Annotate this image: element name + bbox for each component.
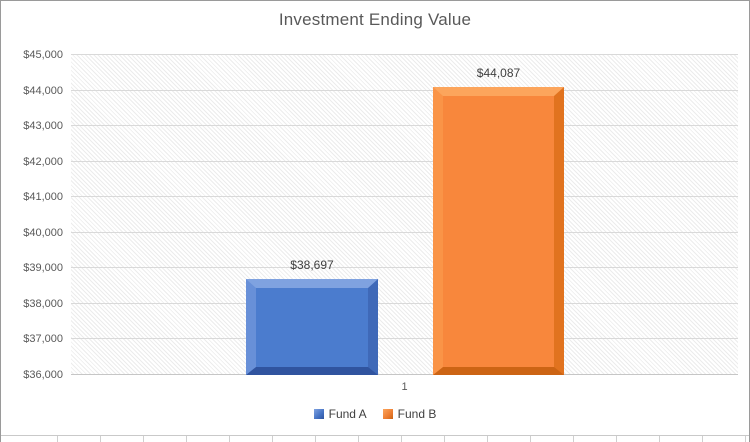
legend-item-fund-b: Fund B: [382, 407, 437, 421]
x-axis-line: [71, 374, 738, 375]
gridline: [71, 125, 738, 127]
y-axis-tick-label: $43,000: [23, 120, 63, 133]
y-axis-tick-label: $38,000: [23, 297, 63, 310]
gridline: [71, 160, 738, 162]
chart-title: Investment Ending Value: [278, 10, 472, 29]
data-label-fund-b: $44,087: [476, 66, 521, 80]
y-axis-tick-label: $37,000: [23, 333, 63, 346]
y-axis-tick-label: $45,000: [23, 49, 63, 61]
gridline: [71, 267, 738, 269]
y-axis-tick-label: $40,000: [23, 226, 63, 239]
gridline: [71, 231, 738, 233]
x-axis-category-label: 1: [401, 381, 408, 393]
bar-fund-a: [246, 279, 378, 375]
y-axis-tick-label: $42,000: [23, 155, 63, 168]
legend-swatch-fund-b: [382, 409, 393, 419]
legend-swatch-fund-a: [313, 409, 324, 419]
legend-label-fund-a: Fund A: [328, 407, 367, 421]
gridline: [71, 89, 738, 91]
legend-item-fund-a: Fund A: [313, 407, 367, 421]
y-axis-tick-label: $36,000: [23, 369, 63, 381]
bar-fund-b: [433, 87, 564, 375]
y-axis-tick-label: $44,000: [23, 84, 63, 97]
legend-label-fund-b: Fund B: [397, 407, 437, 421]
data-label-fund-a: $38,697: [290, 258, 334, 272]
gridline: [71, 54, 738, 55]
gridline: [71, 196, 738, 198]
legend: Fund A Fund B: [1, 407, 749, 421]
worksheet-gridlines: [1, 435, 749, 442]
gridline: [71, 338, 738, 340]
plot-area: $38,697 $44,087: [71, 54, 738, 375]
y-axis-tick-label: $41,000: [23, 191, 63, 204]
gridline: [71, 302, 738, 304]
x-axis: 1: [71, 381, 738, 393]
y-axis-tick-label: $39,000: [23, 262, 63, 275]
